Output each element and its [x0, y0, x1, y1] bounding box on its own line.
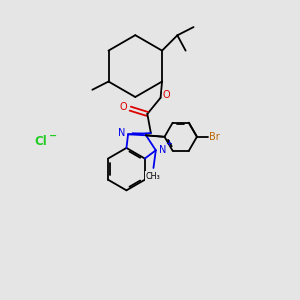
- Text: N: N: [159, 145, 166, 155]
- Text: N: N: [118, 128, 125, 138]
- Text: Cl: Cl: [35, 135, 47, 148]
- Text: O: O: [120, 102, 127, 112]
- Text: −: −: [50, 131, 58, 141]
- Text: Br: Br: [209, 132, 220, 142]
- Text: CH₃: CH₃: [146, 172, 160, 181]
- Text: +: +: [165, 139, 172, 148]
- Text: O: O: [162, 90, 170, 100]
